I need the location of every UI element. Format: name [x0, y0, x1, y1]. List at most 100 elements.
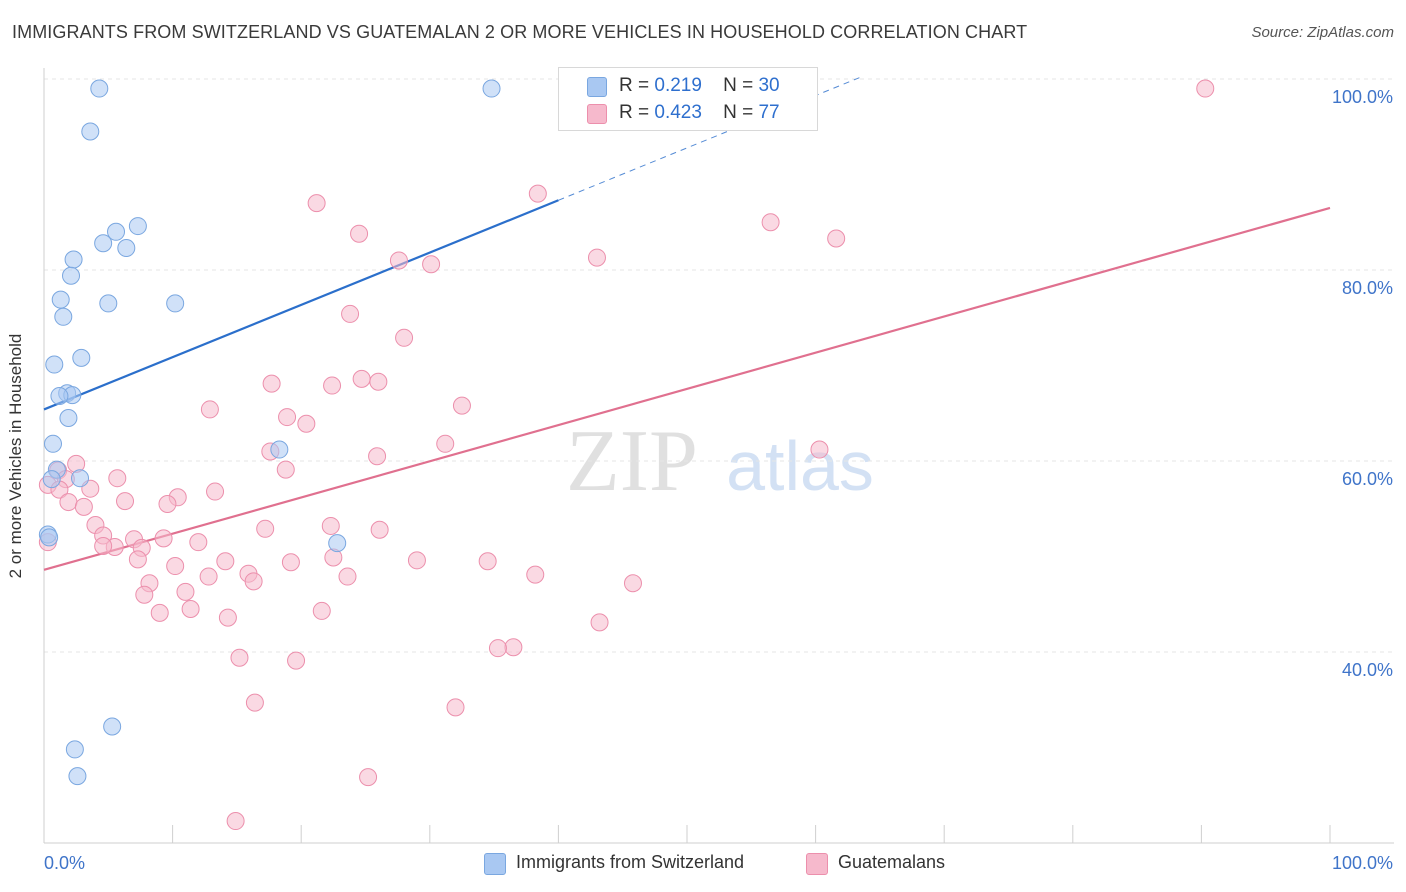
data-point: [590, 613, 609, 632]
data-point: [623, 574, 642, 593]
bottom-legend-label-guatemalans: Guatemalans: [838, 852, 946, 872]
data-point: [244, 572, 263, 591]
axes: [43, 68, 1394, 844]
data-point: [218, 608, 237, 627]
data-point: [44, 434, 63, 453]
data-point: [51, 290, 70, 309]
legend-n-value: 77: [758, 102, 780, 123]
data-point: [64, 250, 83, 269]
legend-swatch-guatemalans: [587, 104, 607, 124]
data-point: [395, 328, 414, 347]
watermark-atlas: atlas: [726, 427, 874, 505]
data-point: [338, 567, 357, 586]
data-point: [68, 767, 87, 786]
data-point: [94, 234, 113, 253]
data-point: [287, 651, 306, 670]
data-point: [827, 229, 846, 248]
data-point: [40, 528, 59, 547]
legend-n-label: N =: [723, 102, 754, 123]
data-point: [1196, 79, 1215, 98]
data-point: [103, 717, 122, 736]
data-point: [90, 79, 109, 98]
data-points: [38, 79, 1215, 831]
legend-n-value: 30: [758, 75, 780, 96]
data-point: [135, 585, 154, 604]
data-point: [422, 255, 441, 274]
legend-r-value: 0.423: [654, 102, 702, 123]
x-tick-label: 0.0%: [44, 853, 85, 873]
data-point: [436, 434, 455, 453]
data-point: [54, 307, 73, 326]
tick-labels: 100.0% 80.0% 60.0% 40.0% 0.0% 100.0%: [44, 87, 1393, 873]
data-point: [50, 387, 69, 406]
data-point: [452, 396, 471, 415]
data-point: [107, 222, 126, 241]
x-tick-label: 100.0%: [1332, 853, 1393, 873]
data-point: [65, 740, 84, 759]
data-point: [72, 348, 91, 367]
data-point: [328, 534, 347, 553]
data-point: [761, 213, 780, 232]
data-point: [94, 536, 113, 555]
data-point: [59, 409, 78, 428]
data-point: [359, 768, 378, 787]
data-point: [262, 374, 281, 393]
data-point: [108, 469, 127, 488]
data-point: [128, 550, 147, 569]
data-point: [352, 369, 371, 388]
data-point: [281, 553, 300, 572]
data-point: [226, 812, 245, 831]
data-point: [276, 460, 295, 479]
data-point: [245, 693, 264, 712]
data-point: [810, 440, 829, 459]
legend-r-label: R =: [619, 75, 650, 96]
y-tick-label: 40.0%: [1342, 660, 1393, 680]
data-point: [528, 184, 547, 203]
data-point: [369, 372, 388, 391]
data-point: [62, 266, 81, 285]
source-credit: Source: ZipAtlas.com: [1251, 24, 1394, 41]
legend-n-label: N =: [723, 75, 754, 96]
data-point: [45, 355, 64, 374]
data-point: [199, 567, 218, 586]
data-point: [370, 520, 389, 539]
legend-r-label: R =: [619, 102, 650, 123]
chart-title: IMMIGRANTS FROM SWITZERLAND VS GUATEMALA…: [12, 22, 1028, 42]
data-point: [256, 519, 275, 538]
data-point: [128, 217, 147, 236]
legend-r-value: 0.219: [654, 75, 702, 96]
data-point: [488, 639, 507, 658]
trend-lines: [43, 75, 1331, 571]
data-point: [389, 251, 408, 270]
data-point: [526, 565, 545, 584]
data-point: [200, 400, 219, 419]
data-point: [166, 557, 185, 576]
data-point: [482, 79, 501, 98]
data-point: [446, 698, 465, 717]
bottom-legend-label-switzerland: Immigrants from Switzerland: [516, 852, 745, 872]
data-point: [189, 533, 208, 552]
data-point: [368, 447, 387, 466]
data-point: [176, 582, 195, 601]
trend-line: [43, 199, 559, 411]
data-point: [278, 408, 297, 427]
data-point: [117, 239, 136, 258]
data-point: [350, 224, 369, 243]
data-point: [323, 376, 342, 395]
data-point: [312, 601, 331, 620]
data-point: [150, 603, 169, 622]
data-point: [116, 492, 135, 511]
data-point: [59, 493, 78, 512]
data-point: [297, 414, 316, 433]
data-point: [154, 529, 173, 548]
data-point: [71, 469, 90, 488]
data-point: [181, 600, 200, 619]
data-point: [587, 248, 606, 267]
data-point: [216, 552, 235, 571]
data-point: [166, 294, 185, 313]
data-point: [81, 122, 100, 141]
data-point: [407, 551, 426, 570]
data-point: [206, 482, 225, 501]
data-point: [42, 470, 61, 489]
bottom-legend-swatch-switzerland: [484, 853, 506, 875]
